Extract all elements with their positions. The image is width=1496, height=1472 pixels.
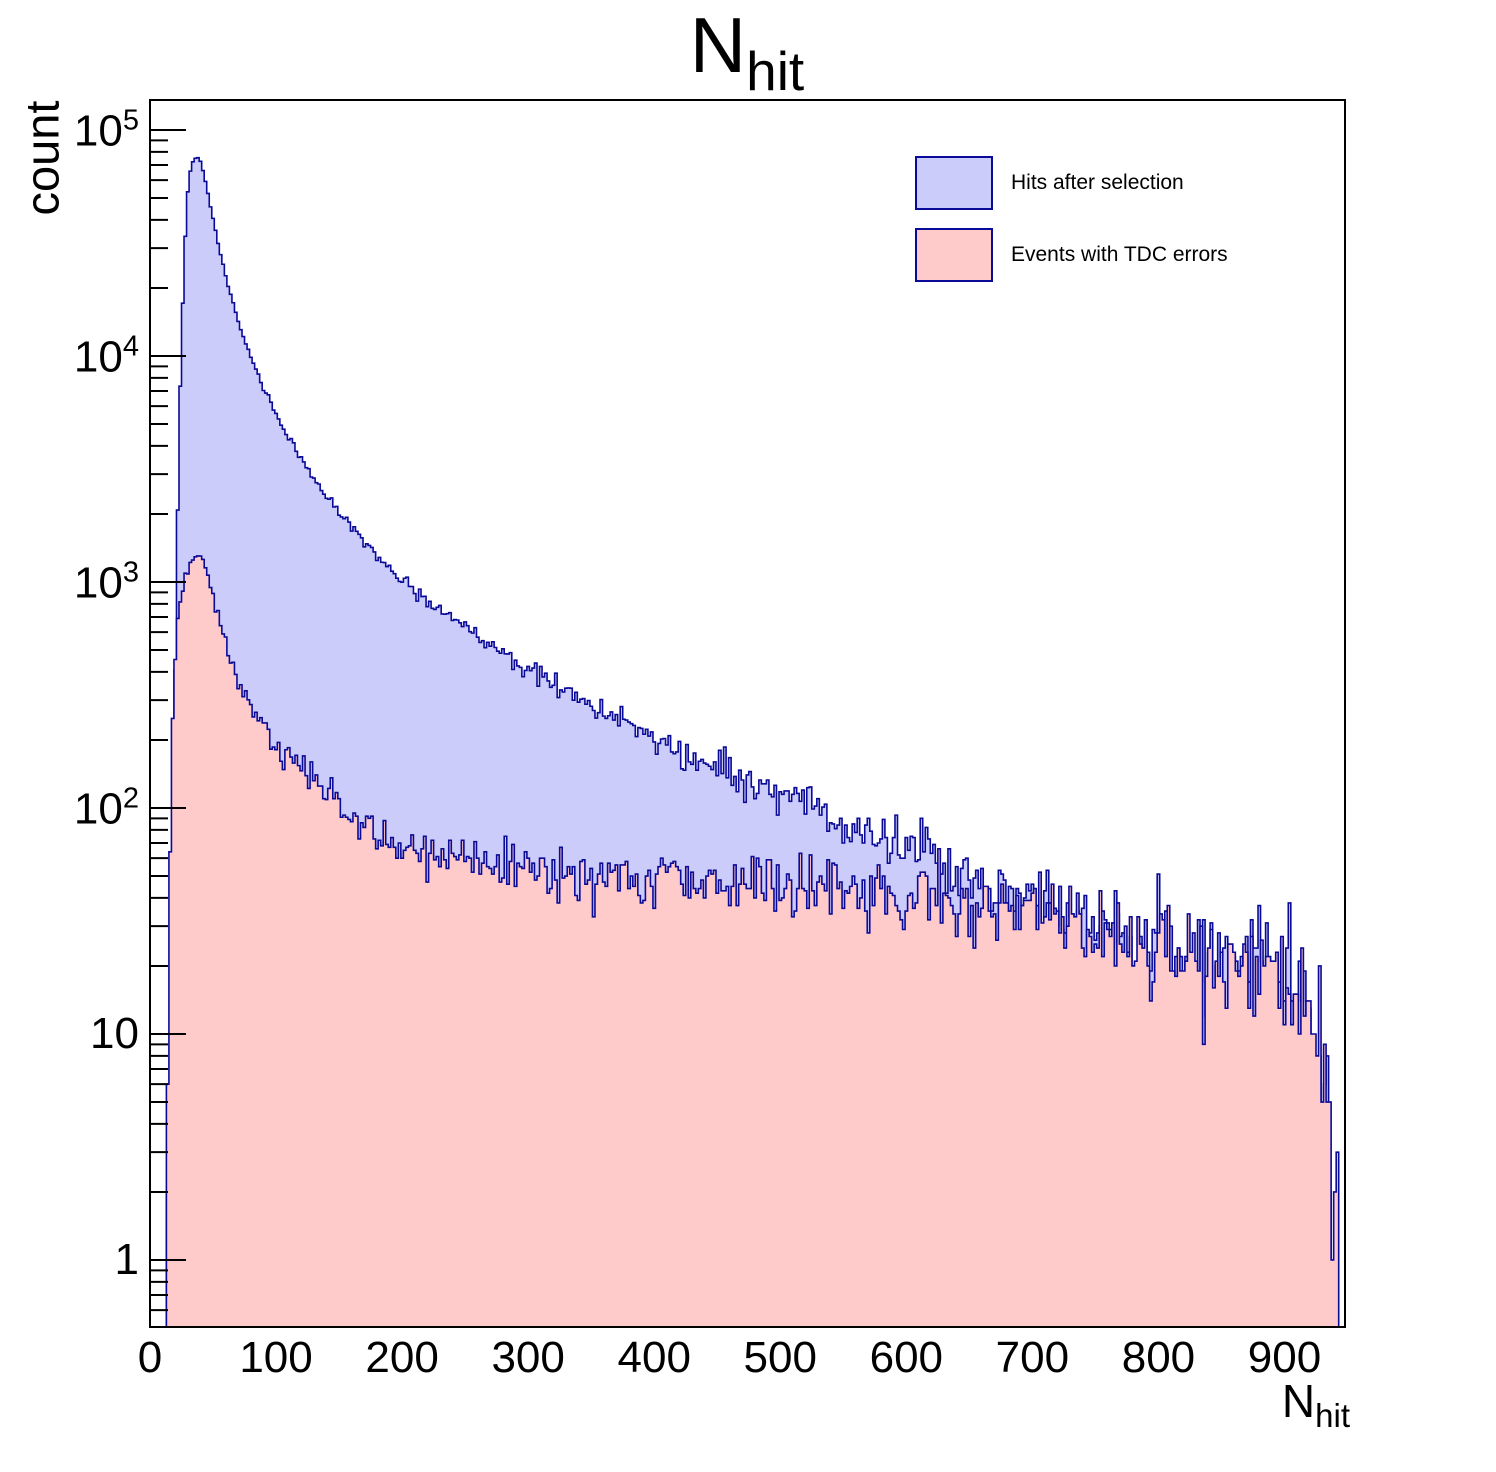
y-tick-label: 1	[114, 1235, 139, 1284]
legend-label: Events with TDC errors	[1011, 243, 1228, 266]
x-tick-label: 400	[617, 1333, 691, 1382]
y-tick-label: 10	[90, 1009, 139, 1058]
legend-swatch-pink	[915, 228, 993, 282]
x-axis-title-base: N	[1281, 1375, 1316, 1427]
x-tick-label: 500	[743, 1333, 817, 1382]
histogram-outline-pink	[161, 555, 1344, 1328]
x-tick-label: 200	[365, 1333, 439, 1382]
chart-title-base: N	[689, 1, 747, 89]
x-axis-title-subscript: hit	[1315, 1397, 1350, 1434]
plot-frame	[149, 99, 1346, 1328]
y-tick-label: 105	[73, 104, 139, 156]
chart-title-subscript: hit	[746, 40, 805, 102]
y-tick-label: 103	[73, 556, 139, 608]
x-tick-label: 800	[1121, 1333, 1196, 1382]
y-tick-label: 104	[73, 330, 139, 382]
legend-label: Hits after selection	[1011, 171, 1184, 194]
x-tick-label: 900	[1247, 1333, 1322, 1382]
legend-swatch-blue	[915, 156, 993, 210]
x-tick-label: 300	[491, 1333, 565, 1382]
x-tick-label: 100	[239, 1333, 313, 1382]
chart-title: Nhit	[690, 6, 804, 99]
x-tick-label: 600	[869, 1333, 944, 1382]
x-tick-label: 0	[137, 1333, 163, 1382]
x-axis-title: Nhit	[1282, 1378, 1350, 1432]
histogram-fill-pink	[161, 555, 1344, 1327]
y-tick-label: 102	[73, 782, 139, 834]
x-tick-label: 700	[995, 1333, 1070, 1382]
